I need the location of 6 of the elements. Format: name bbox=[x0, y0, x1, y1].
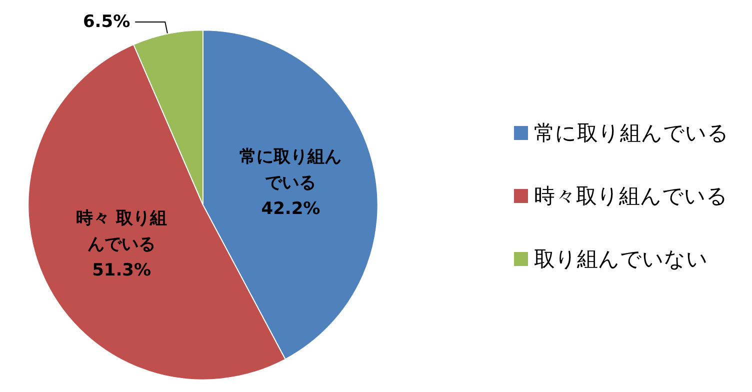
legend-label: 取り組んでいない bbox=[534, 247, 708, 271]
data-label: 6.5% bbox=[82, 12, 130, 32]
data-label: 常に取り組んでいる42.2% bbox=[240, 147, 342, 220]
legend-label: 時々取り組んでいる bbox=[534, 184, 728, 208]
data-label: 時々 取り組んでいる51.3% bbox=[76, 208, 168, 280]
legend-label: 常に取り組んでいる bbox=[534, 121, 729, 145]
